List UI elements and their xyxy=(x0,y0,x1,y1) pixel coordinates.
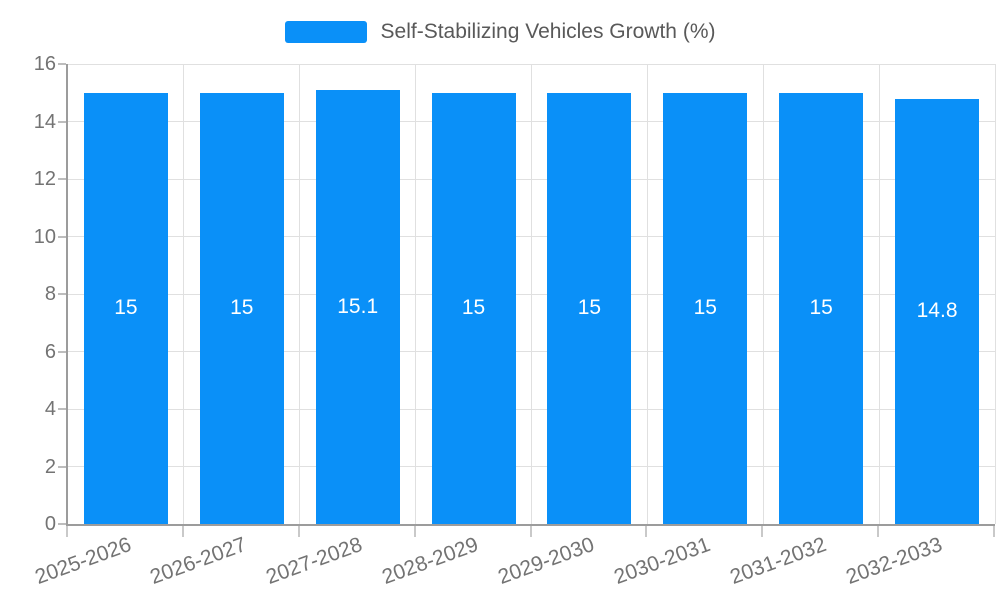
y-axis-label: 8 xyxy=(44,283,56,305)
x-axis-label: 2029-2030 xyxy=(495,533,598,589)
x-axis-label: 2026-2027 xyxy=(147,533,250,589)
gridline-vertical xyxy=(415,64,417,524)
x-axis-tick xyxy=(181,526,184,537)
bar[interactable]: 15 xyxy=(663,92,748,524)
bar-value-label: 14.8 xyxy=(916,299,958,323)
y-axis-label: 2 xyxy=(44,455,56,478)
y-axis-tick xyxy=(58,120,66,123)
y-axis-label: 4 xyxy=(44,398,56,420)
gridline-vertical xyxy=(646,64,648,524)
legend-swatch-icon xyxy=(284,21,367,43)
gridline-vertical xyxy=(531,64,532,524)
y-axis-tick xyxy=(58,408,66,410)
x-axis-label: 2032-2033 xyxy=(842,533,945,589)
x-axis-label: 2031-2032 xyxy=(726,533,830,589)
x-axis-tick xyxy=(645,526,648,537)
y-axis-tick xyxy=(58,350,66,353)
y-axis-label: 0 xyxy=(44,513,56,535)
bar[interactable]: 15 xyxy=(199,92,284,524)
y-axis-tick xyxy=(58,523,66,525)
y-axis-label: 10 xyxy=(33,225,56,248)
y-axis-tick xyxy=(58,235,66,238)
bar-value-label: 15.1 xyxy=(337,294,379,318)
bar-value-label: 15 xyxy=(693,296,717,320)
bar-value-label: 15 xyxy=(461,296,486,320)
x-axis-label: 2030-2031 xyxy=(610,533,714,589)
bar[interactable]: 15.1 xyxy=(315,89,400,524)
x-axis-tick xyxy=(413,526,416,537)
gridline-vertical xyxy=(762,64,764,524)
bar[interactable]: 15 xyxy=(547,92,632,524)
x-axis-label: 2027-2028 xyxy=(263,533,366,589)
bar[interactable]: 15 xyxy=(779,92,864,524)
y-axis-tick xyxy=(58,293,66,295)
x-axis-tick xyxy=(529,526,532,537)
y-axis-tick xyxy=(58,178,66,180)
y-axis-label: 16 xyxy=(33,53,56,75)
bar-value-label: 15 xyxy=(577,296,602,320)
x-axis-tick xyxy=(761,526,764,537)
x-axis-label: 2028-2029 xyxy=(379,533,482,589)
x-axis-tick xyxy=(877,526,880,537)
bar[interactable]: 15 xyxy=(83,92,168,524)
y-axis-label: 14 xyxy=(33,110,56,133)
bar[interactable]: 15 xyxy=(431,92,516,524)
y-axis-tick xyxy=(58,465,66,468)
chart-legend: Self-Stabilizing Vehicles Growth (%) xyxy=(0,20,1000,44)
y-axis-label: 12 xyxy=(33,168,56,190)
x-axis-tick xyxy=(993,526,995,537)
bar-value-label: 15 xyxy=(809,296,833,320)
y-axis-label: 6 xyxy=(44,340,56,363)
plot-area: 15 15 15.1 15 15 15 15 14.8 xyxy=(66,63,996,526)
y-axis-tick xyxy=(58,63,66,65)
x-axis-label: 2025-2026 xyxy=(31,533,134,589)
bar-value-label: 15 xyxy=(114,296,138,320)
gridline-vertical xyxy=(878,64,880,524)
gridline-vertical xyxy=(299,64,301,524)
legend-label: Self-Stabilizing Vehicles Growth (%) xyxy=(380,20,716,43)
gridline-vertical xyxy=(994,64,996,524)
legend-item[interactable]: Self-Stabilizing Vehicles Growth (%) xyxy=(284,20,716,44)
x-axis-tick xyxy=(297,526,300,537)
bar-value-label: 15 xyxy=(230,296,254,320)
bar[interactable]: 14.8 xyxy=(895,98,980,524)
x-axis-tick xyxy=(66,526,68,537)
gridline-vertical xyxy=(183,64,185,524)
